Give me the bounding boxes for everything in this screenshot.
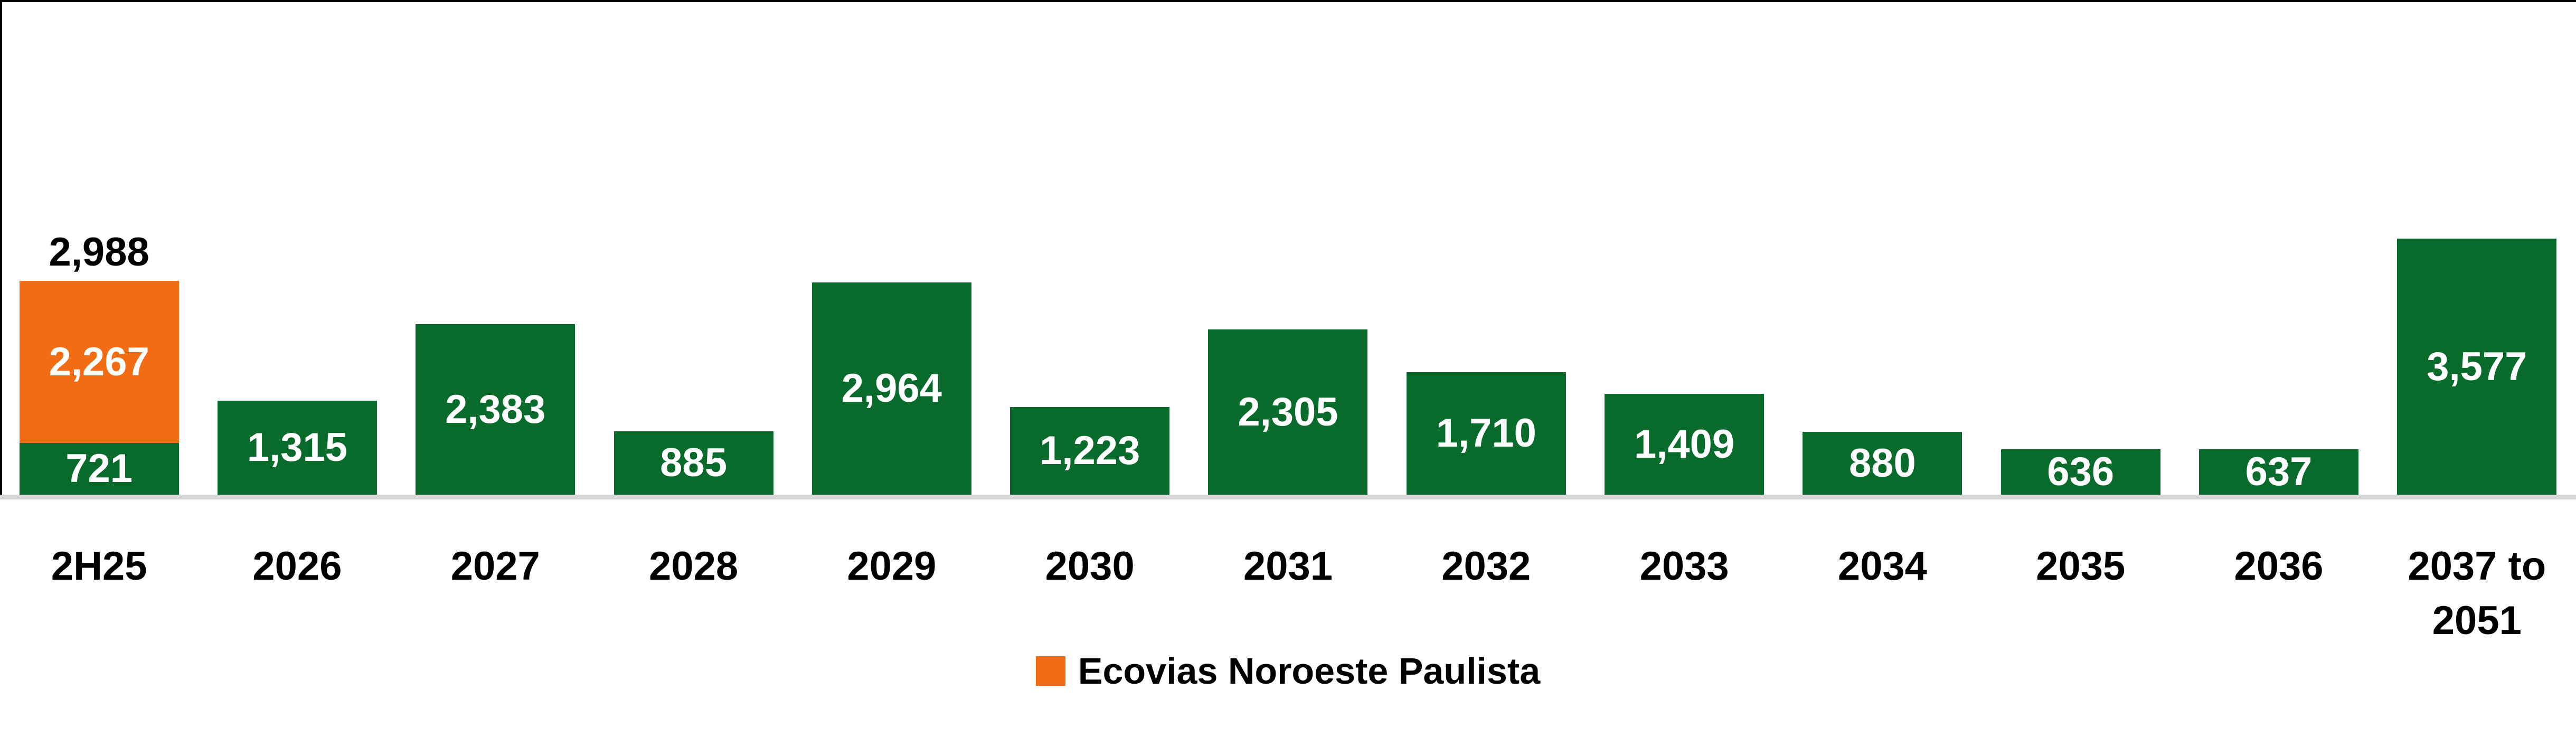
x-axis-label: 2031 <box>1243 544 1333 589</box>
bar-group-2027: 2,383 <box>397 0 595 495</box>
bar-group-2035: 636 <box>1981 0 2179 495</box>
bar-value-label: 885 <box>660 440 727 485</box>
x-axis-label: 2032 <box>1441 544 1531 589</box>
bar-group-2028: 885 <box>595 0 792 495</box>
bar-segment-green: 1,315 <box>217 401 377 495</box>
bar-group-2034: 880 <box>1784 0 1981 495</box>
bar-value-label: 2,305 <box>1238 389 1338 434</box>
legend-label: Ecovias Noroeste Paulista <box>1078 650 1541 692</box>
x-axis-label: 2028 <box>649 544 739 589</box>
bar-segment-green: 637 <box>2199 449 2359 495</box>
bar-segment-green: 636 <box>2001 449 2160 495</box>
bar-segment-green: 880 <box>1803 432 1962 495</box>
bar-segment-green: 2,305 <box>1208 329 1368 495</box>
x-axis-label: 2037 to 2051 <box>2408 544 2546 643</box>
bar-segment-green: 3,577 <box>2397 239 2557 495</box>
x-axis-label: 2H25 <box>51 544 147 589</box>
bar-segment-green: 1,710 <box>1406 372 1566 495</box>
bar-value-label: 637 <box>2245 449 2313 494</box>
x-axis-label: 2030 <box>1045 544 1135 589</box>
bar-group-2037-to-2051: 3,577 <box>2378 0 2576 495</box>
plot-area: 2,988 2,267 721 1,315 2,383 885 2,964 1,223 2,30… <box>0 0 2576 495</box>
bar-group-2029: 2,964 <box>792 0 990 495</box>
top-border-line <box>0 0 2576 2</box>
bar-segment-green: 1,223 <box>1010 407 1170 495</box>
x-axis-label: 2034 <box>1837 544 1927 589</box>
left-border-line <box>0 0 2 497</box>
bar-value-label: 2,383 <box>445 386 546 432</box>
bar-segment-orange: 2,267 <box>19 281 179 443</box>
x-axis-label: 2033 <box>1639 544 1729 589</box>
x-axis-label: 2027 <box>450 544 540 589</box>
bar-group-2036: 637 <box>2179 0 2377 495</box>
bar-segment-green: 1,409 <box>1605 394 1764 495</box>
bar-value-label: 1,315 <box>247 425 348 470</box>
bar-value-label: 721 <box>65 446 133 491</box>
bar-segment-green: 2,964 <box>812 282 971 495</box>
bar-value-label: 880 <box>1849 440 1916 486</box>
bar-value-label: 1,223 <box>1040 428 1140 473</box>
legend-swatch-orange-square-icon <box>1035 656 1065 686</box>
bar-group-2030: 1,223 <box>991 0 1189 495</box>
x-axis-line <box>0 495 2576 499</box>
x-axis-label: 2029 <box>847 544 937 589</box>
bar-group-2026: 1,315 <box>198 0 396 495</box>
x-axis-label: 2035 <box>2036 544 2126 589</box>
bar-group-2031: 2,305 <box>1189 0 1387 495</box>
bar-group-2h25: 2,988 2,267 721 <box>0 0 198 495</box>
bar-segment-green: 2,383 <box>416 324 575 495</box>
total-label: 2,988 <box>49 230 149 275</box>
bar-value-label: 2,964 <box>841 366 942 411</box>
bar-segment-green: 721 <box>19 443 179 495</box>
bar-value-label: 636 <box>2047 449 2115 494</box>
x-axis-label: 2026 <box>252 544 342 589</box>
x-axis: 2H25 2026 2027 2028 2029 2030 2031 2032 2033 2034… <box>0 540 2576 645</box>
bar-group-2033: 1,409 <box>1585 0 1783 495</box>
bar-segment-green: 885 <box>614 431 773 495</box>
bar-value-label: 2,267 <box>49 339 149 384</box>
x-axis-label: 2036 <box>2234 544 2324 589</box>
legend: Ecovias Noroeste Paulista <box>0 653 2576 689</box>
bar-value-label: 1,409 <box>1634 421 1735 467</box>
bar-value-label: 1,710 <box>1436 411 1536 456</box>
bar-value-label: 3,577 <box>2427 344 2527 389</box>
bar-group-2032: 1,710 <box>1387 0 1585 495</box>
